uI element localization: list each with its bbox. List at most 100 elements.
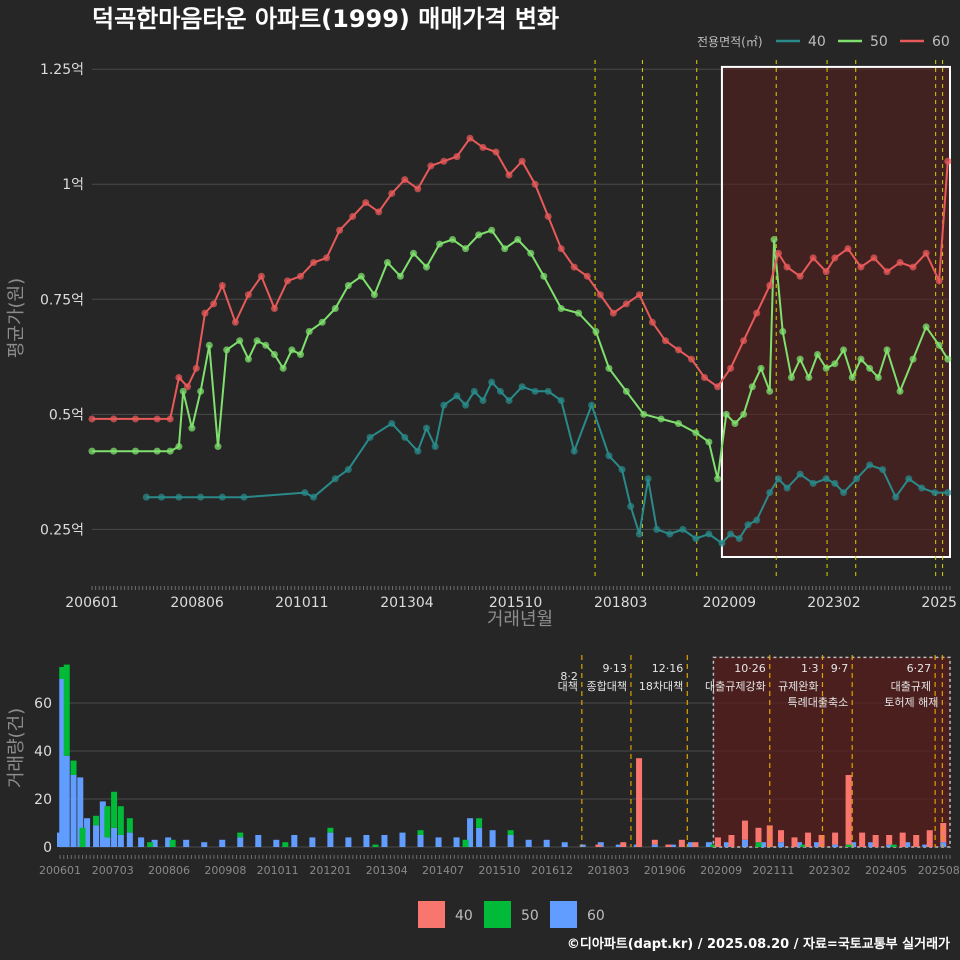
volume-bar-50 xyxy=(117,806,124,835)
policy-date-label: 9·13 xyxy=(602,662,627,675)
data-point-60 xyxy=(270,304,278,312)
data-point-60 xyxy=(453,153,461,161)
data-point-60 xyxy=(531,180,539,188)
data-point-60 xyxy=(479,143,487,151)
data-point-50 xyxy=(197,387,205,395)
data-point-60 xyxy=(783,263,791,271)
data-point-50 xyxy=(731,420,739,428)
data-point-40 xyxy=(240,493,248,501)
data-point-40 xyxy=(644,475,652,483)
legend-label-50: 50 xyxy=(870,34,888,50)
data-point-50 xyxy=(396,272,404,280)
data-point-40 xyxy=(840,489,848,497)
data-point-60 xyxy=(809,254,817,262)
data-point-60 xyxy=(349,212,357,220)
volume-bar-40 xyxy=(832,832,839,845)
volume-bar-60 xyxy=(723,842,730,847)
volume-bar-60 xyxy=(814,842,821,847)
data-point-60 xyxy=(414,185,422,193)
data-point-60 xyxy=(935,277,943,285)
volume-x-tick-label: 202405 xyxy=(865,864,907,877)
volume-bar-60 xyxy=(237,837,244,847)
policy-name-label: 규제완화 xyxy=(778,680,818,693)
data-point-40 xyxy=(666,530,674,538)
data-point-40 xyxy=(831,479,839,487)
data-point-50 xyxy=(318,318,326,326)
volume-bar-60 xyxy=(399,832,406,847)
data-point-60 xyxy=(244,291,252,299)
data-point-50 xyxy=(357,272,365,280)
data-point-50 xyxy=(883,346,891,354)
data-point-50 xyxy=(331,304,339,312)
data-point-50 xyxy=(740,410,748,418)
data-point-60 xyxy=(192,364,200,372)
data-point-40 xyxy=(753,516,761,524)
data-point-50 xyxy=(557,304,565,312)
data-point-50 xyxy=(262,341,270,349)
data-point-50 xyxy=(796,355,804,363)
policy-name-label: 토허제 해제 xyxy=(884,695,938,709)
data-point-40 xyxy=(853,475,861,483)
volume-legend-label-40: 40 xyxy=(455,908,473,924)
data-point-50 xyxy=(297,351,305,359)
volume-bar-60 xyxy=(489,830,496,847)
data-point-60 xyxy=(609,309,617,317)
data-point-40 xyxy=(905,475,913,483)
data-point-50 xyxy=(896,387,904,395)
data-point-60 xyxy=(388,189,396,197)
volume-bar-40 xyxy=(926,830,933,847)
data-point-40 xyxy=(344,466,352,474)
volume-bar-60 xyxy=(615,844,622,847)
volume-bar-60 xyxy=(77,777,84,847)
data-point-40 xyxy=(557,397,565,405)
volume-x-tick-label: 202302 xyxy=(809,864,851,877)
data-point-40 xyxy=(918,484,926,492)
data-point-60 xyxy=(323,254,331,262)
volume-legend-swatch-60 xyxy=(550,901,577,928)
volume-legend-swatch-50 xyxy=(484,901,511,928)
volume-bar-60 xyxy=(922,844,929,847)
volume-bar-60 xyxy=(255,835,262,847)
policy-date-label: 12·16 xyxy=(652,662,684,675)
data-point-40 xyxy=(774,475,782,483)
volume-bar-40 xyxy=(778,830,785,843)
data-point-50 xyxy=(575,309,583,317)
volume-bar-60 xyxy=(93,825,100,847)
data-point-60 xyxy=(896,258,904,266)
data-point-50 xyxy=(622,387,630,395)
data-point-40 xyxy=(605,452,613,460)
volume-x-tick-label: 200703 xyxy=(92,864,134,877)
volume-bar-60 xyxy=(201,842,208,847)
data-point-40 xyxy=(570,447,578,455)
data-point-50 xyxy=(423,263,431,271)
volume-bar-60 xyxy=(84,818,91,847)
volume-bar-50 xyxy=(79,827,86,847)
volume-bar-50 xyxy=(800,844,807,847)
volume-x-tick-label: 201803 xyxy=(587,864,629,877)
volume-x-tick-label: 201612 xyxy=(531,864,573,877)
volume-legend-label-60: 60 xyxy=(587,908,605,924)
data-point-50 xyxy=(605,364,613,372)
data-point-50 xyxy=(935,341,943,349)
volume-bar-60 xyxy=(70,775,77,847)
legend-title: 전용면적(㎡) xyxy=(697,35,763,49)
data-point-60 xyxy=(688,355,696,363)
policy-name-label: 특례대출축소 xyxy=(787,696,848,709)
volume-bar-60 xyxy=(651,844,658,847)
data-point-60 xyxy=(375,208,383,216)
data-point-50 xyxy=(188,424,196,432)
volume-bar-60 xyxy=(476,827,483,847)
data-point-40 xyxy=(453,392,461,400)
volume-x-tick-label: 201407 xyxy=(422,864,464,877)
policy-name-label: 대출규제 xyxy=(891,680,931,693)
volume-bar-60 xyxy=(741,839,748,847)
y-tick-label: 0.25억 xyxy=(40,522,84,538)
volume-bar-40 xyxy=(791,837,798,847)
data-point-60 xyxy=(883,268,891,276)
data-point-40 xyxy=(462,401,470,409)
data-point-60 xyxy=(401,176,409,184)
data-point-60 xyxy=(774,249,782,257)
data-point-60 xyxy=(466,134,474,142)
data-point-40 xyxy=(692,535,700,543)
data-point-40 xyxy=(175,493,183,501)
